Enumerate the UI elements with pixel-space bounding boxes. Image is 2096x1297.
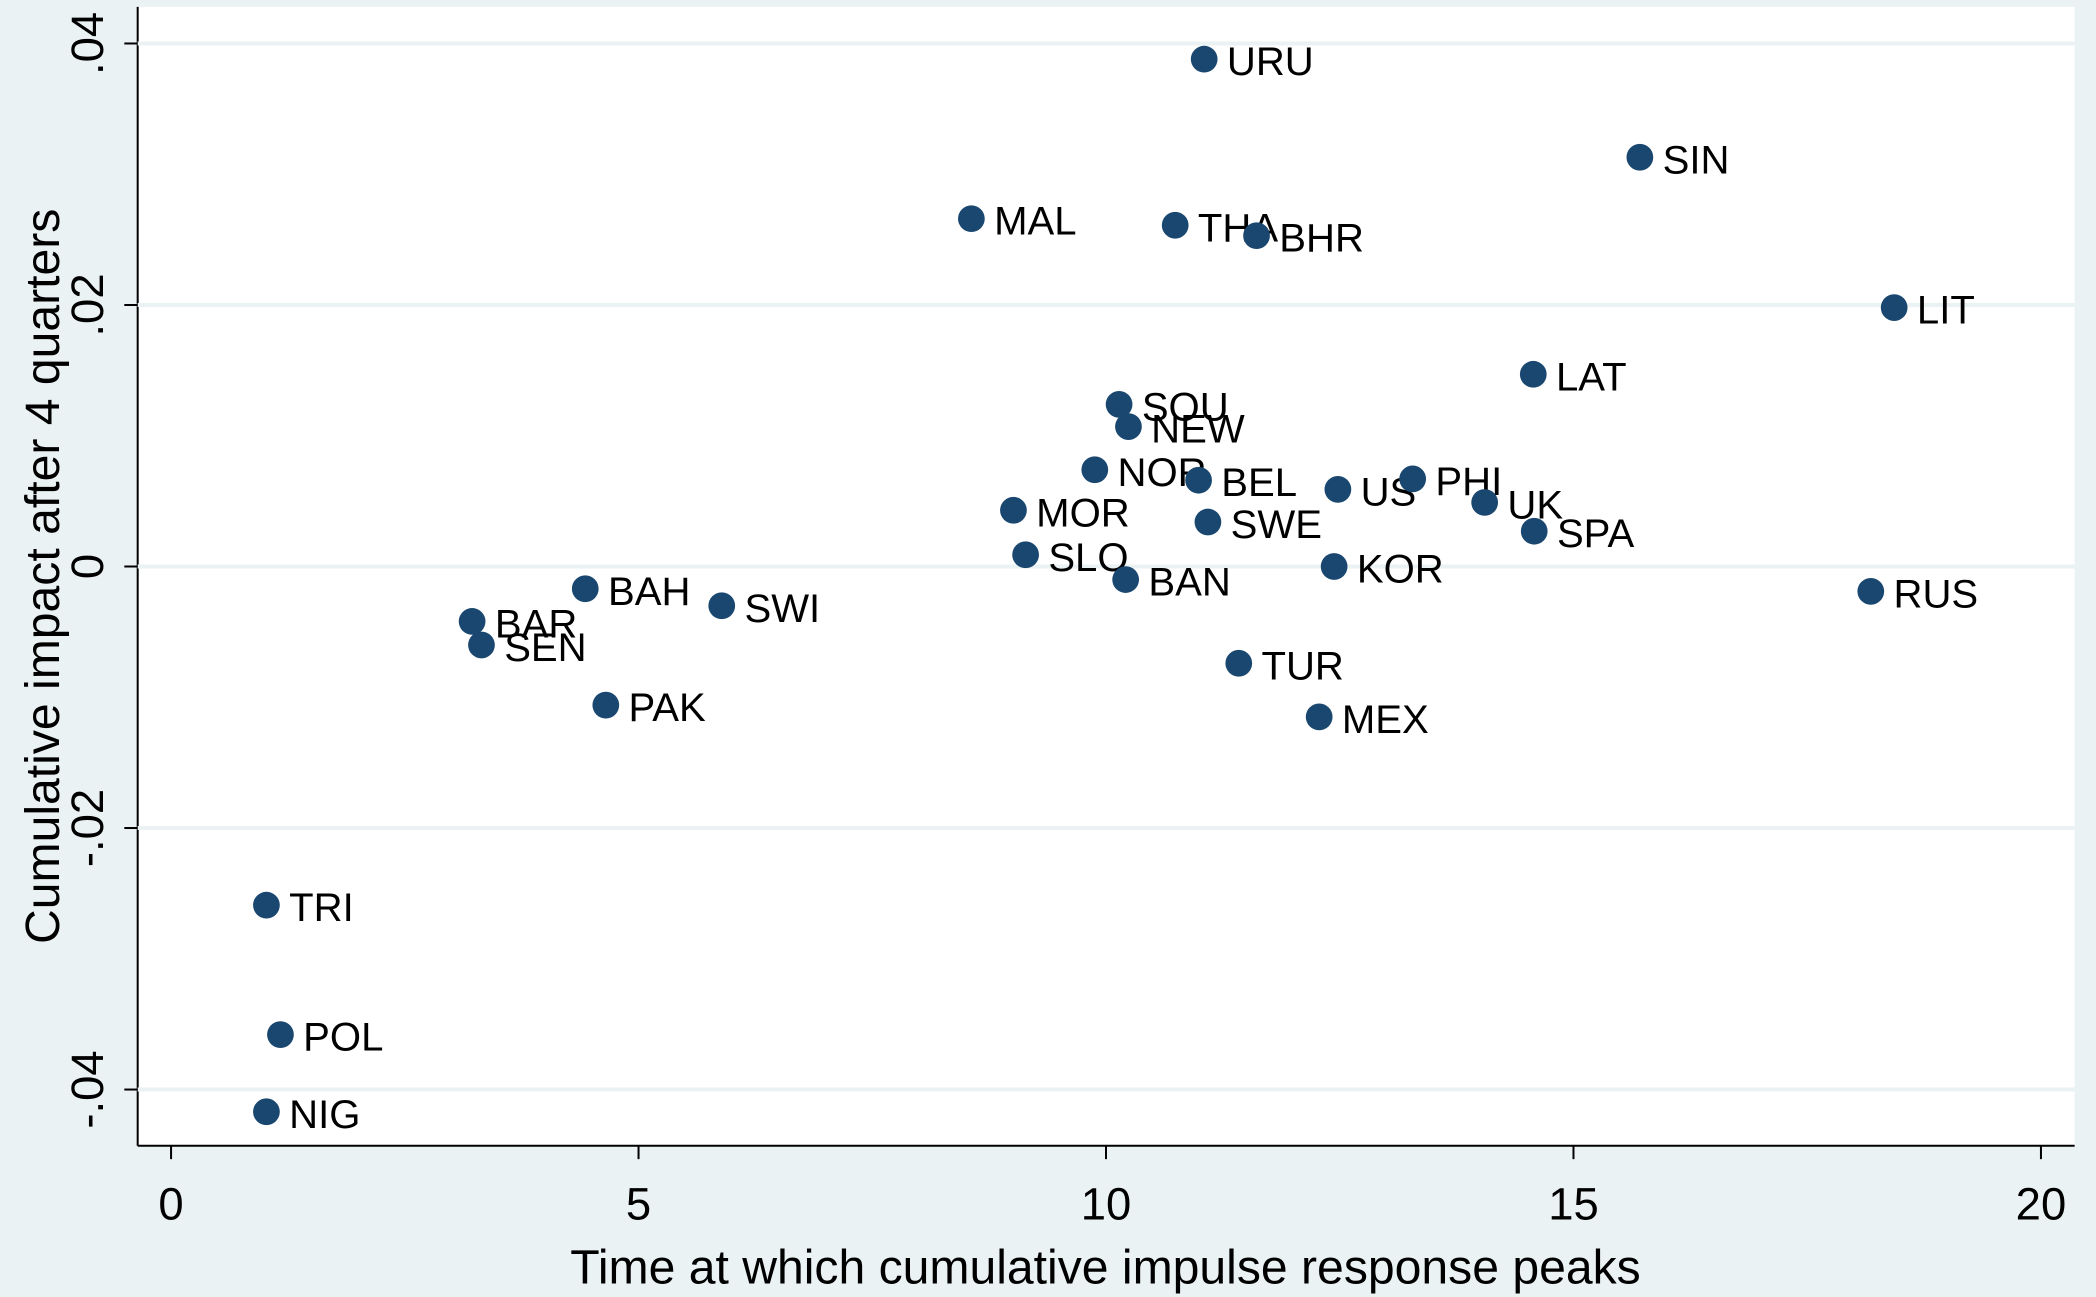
point bbox=[253, 891, 280, 919]
point bbox=[1105, 391, 1133, 418]
point-label: TRI bbox=[289, 886, 354, 930]
point-label: BEL bbox=[1221, 461, 1297, 505]
point-label: SOU bbox=[1142, 385, 1229, 429]
point-label: RUS bbox=[1894, 572, 1979, 616]
x-axis-label: Time at which cumulative impulse respons… bbox=[570, 1240, 1640, 1294]
point bbox=[1112, 566, 1140, 593]
point bbox=[1081, 456, 1109, 484]
point bbox=[1225, 649, 1253, 677]
point bbox=[1115, 413, 1142, 440]
point-label: SIN bbox=[1663, 138, 1730, 182]
y-axis-label: Cumulative impact after 4 quarters bbox=[16, 209, 70, 944]
y-tick-label: .04 bbox=[62, 12, 113, 75]
y-tick-label: -.04 bbox=[62, 1050, 113, 1128]
point-label: BAR bbox=[495, 602, 577, 646]
x-tick-label: 5 bbox=[626, 1178, 651, 1229]
point bbox=[1185, 466, 1212, 494]
y-tick-label: .02 bbox=[62, 273, 113, 336]
point bbox=[1000, 496, 1027, 524]
point bbox=[458, 608, 486, 635]
point-label: BAH bbox=[608, 570, 690, 614]
point bbox=[1399, 465, 1427, 493]
x-tick-label: 0 bbox=[158, 1178, 183, 1229]
x-tick-label: 15 bbox=[1548, 1178, 1599, 1229]
point bbox=[1520, 517, 1548, 545]
point bbox=[1471, 489, 1499, 516]
point bbox=[1320, 553, 1348, 580]
point-label: KOR bbox=[1357, 548, 1444, 592]
point-label: BAN bbox=[1148, 561, 1230, 605]
point-label: BHR bbox=[1279, 217, 1364, 261]
point-label: LAT bbox=[1556, 355, 1627, 399]
point-label: PAK bbox=[629, 686, 707, 730]
plot-area bbox=[137, 6, 2075, 1146]
y-tick-label: -.02 bbox=[62, 789, 113, 867]
point-label: TUR bbox=[1261, 644, 1343, 688]
point bbox=[708, 592, 736, 620]
point bbox=[1519, 360, 1547, 388]
point-label: LIT bbox=[1917, 289, 1975, 333]
point-label: SWI bbox=[744, 587, 820, 631]
point-label: URU bbox=[1227, 40, 1314, 84]
point-label: SWE bbox=[1231, 503, 1322, 547]
point bbox=[468, 631, 495, 659]
point bbox=[1305, 703, 1333, 731]
y-tick-label: 0 bbox=[62, 554, 113, 579]
point bbox=[958, 205, 985, 233]
point bbox=[267, 1021, 294, 1048]
point bbox=[1194, 508, 1222, 536]
point-label: MAL bbox=[994, 200, 1076, 244]
point bbox=[253, 1098, 280, 1126]
point bbox=[1880, 294, 1908, 321]
x-tick-label: 10 bbox=[1081, 1178, 1132, 1229]
point-label: NEW bbox=[1151, 408, 1245, 452]
point bbox=[1012, 541, 1039, 569]
point bbox=[1324, 475, 1352, 503]
point bbox=[571, 575, 599, 603]
point-label: SEN bbox=[504, 626, 586, 670]
point-label: SPA bbox=[1557, 512, 1635, 556]
point bbox=[592, 691, 620, 719]
x-tick-label: 20 bbox=[2016, 1178, 2067, 1229]
point-label: NIG bbox=[289, 1093, 360, 1137]
point bbox=[1243, 222, 1270, 250]
point bbox=[1626, 143, 1654, 171]
point-label: POL bbox=[303, 1016, 383, 1060]
point-label: MOR bbox=[1036, 491, 1130, 535]
point bbox=[1857, 577, 1885, 605]
point-label: MEX bbox=[1342, 698, 1429, 742]
point bbox=[1161, 211, 1189, 239]
point bbox=[1190, 45, 1218, 73]
